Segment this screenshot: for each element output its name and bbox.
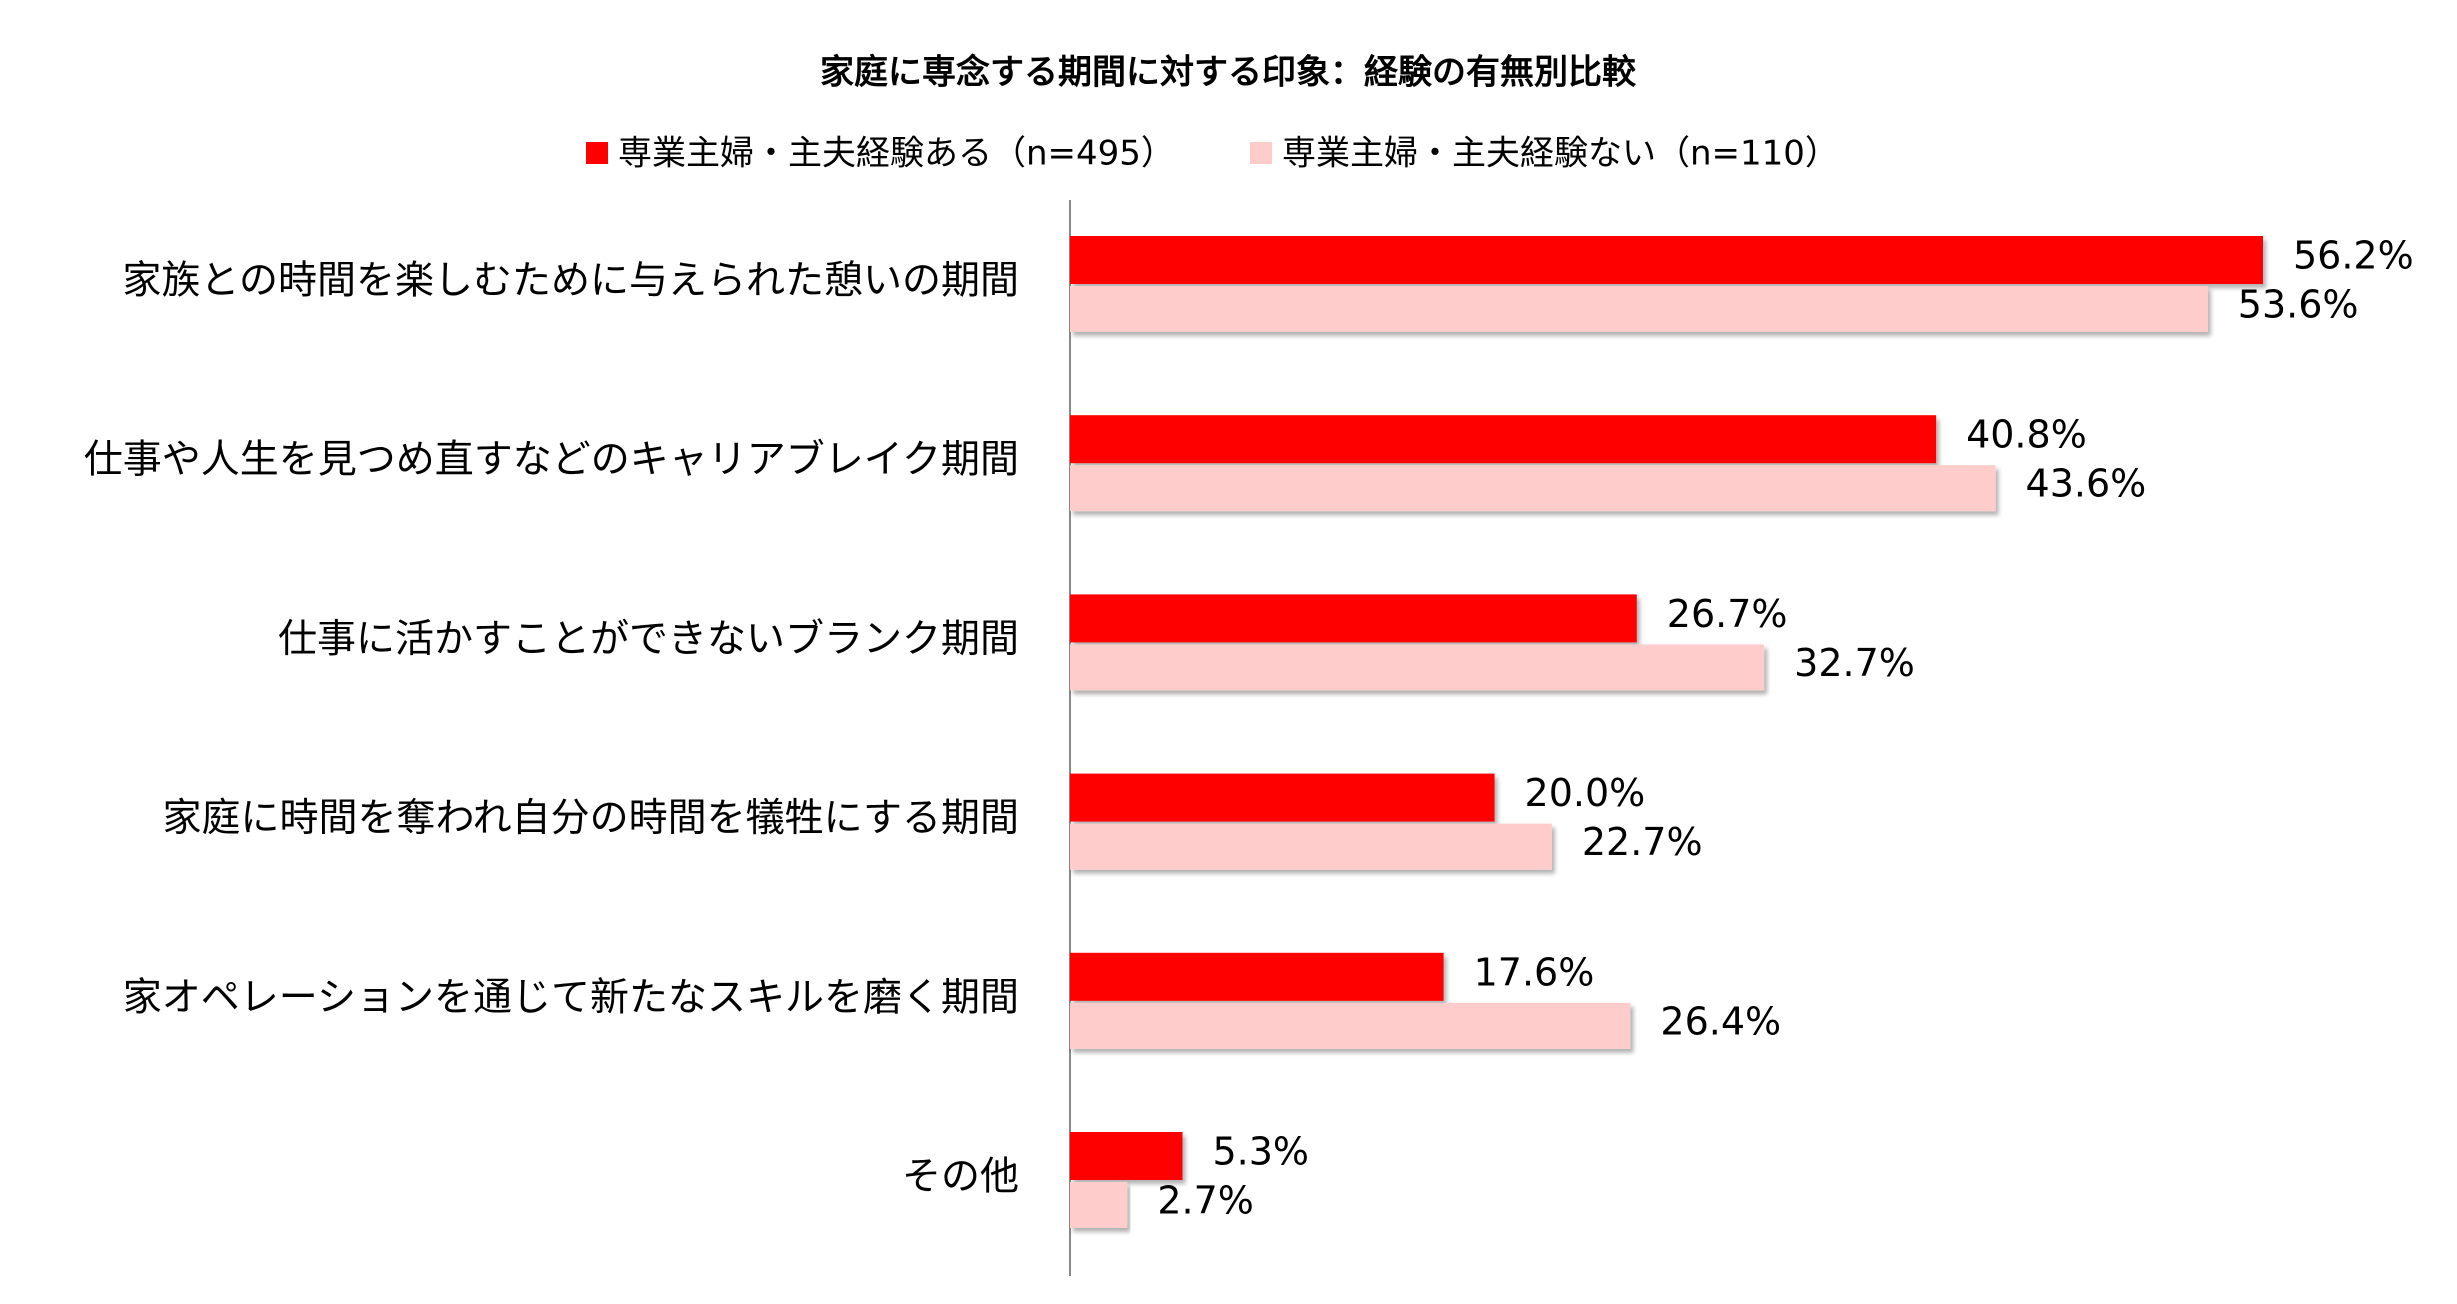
bar: [1070, 236, 2263, 284]
bar: [1070, 1182, 1128, 1228]
value-label: 17.6%: [1474, 950, 1595, 994]
value-label: 22.7%: [1582, 820, 1703, 864]
value-label: 53.6%: [2238, 283, 2359, 327]
value-label: 43.6%: [2026, 462, 2147, 506]
category-label: 仕事に活かすことができないブランク期間: [278, 617, 1019, 662]
legend-label: 専業主婦・主夫経験ある（n=495）: [618, 134, 1175, 174]
value-label: 26.7%: [1667, 592, 1788, 636]
value-label: 5.3%: [1213, 1130, 1310, 1174]
bar: [1070, 823, 1552, 870]
value-label: 56.2%: [2293, 234, 2414, 278]
legend-swatch: [586, 142, 608, 164]
bar: [1070, 1132, 1183, 1180]
category-label: 家族との時間を楽しむために与えられた憩いの期間: [122, 259, 1019, 304]
bar: [1070, 465, 1996, 512]
chart-title: 家庭に専念する期間に対する印象：経験の有無別比較: [820, 53, 1637, 93]
value-label: 40.8%: [1966, 413, 2087, 457]
category-label: 家庭に時間を奪われ自分の時間を犠牲にする期間: [163, 796, 1019, 841]
value-label: 32.7%: [1794, 641, 1915, 685]
category-label: 仕事や人生を見つめ直すなどのキャリアブレイク期間: [84, 438, 1019, 483]
bar: [1070, 952, 1444, 1001]
legend-label: 専業主婦・主夫経験ない（n=110）: [1282, 134, 1839, 174]
bar: [1070, 594, 1637, 643]
legend-swatch: [1250, 142, 1272, 164]
value-label: 2.7%: [1157, 1179, 1254, 1223]
bar: [1070, 644, 1765, 691]
value-label: 20.0%: [1525, 771, 1646, 815]
category-label: 家オペレーションを通じて新たなスキルを磨く期間: [123, 975, 1019, 1020]
value-label: 26.4%: [1660, 999, 1781, 1043]
bar: [1070, 773, 1495, 822]
category-label: その他: [902, 1155, 1019, 1200]
bar: [1070, 1002, 1631, 1049]
bar: [1070, 415, 1937, 464]
bar: [1070, 286, 2208, 332]
